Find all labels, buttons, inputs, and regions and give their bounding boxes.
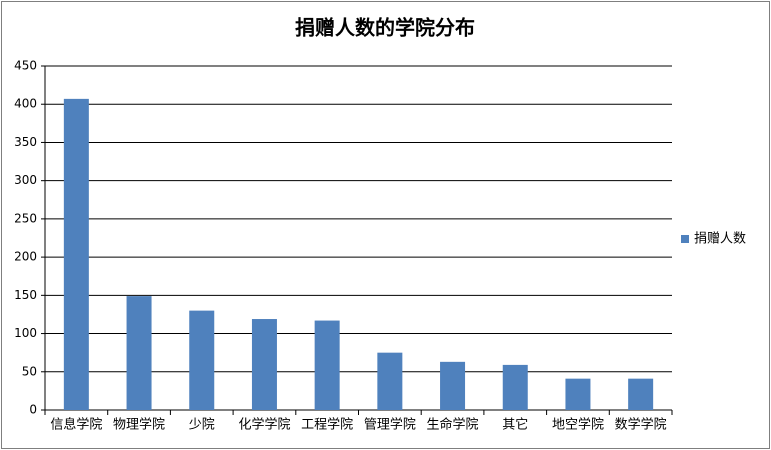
bar	[502, 364, 528, 410]
bar	[189, 310, 215, 410]
y-tick-label: 250	[14, 211, 37, 225]
bar	[63, 98, 89, 411]
y-tick-label: 200	[14, 250, 37, 264]
legend-label: 捐赠人数	[694, 232, 746, 247]
bar	[440, 361, 466, 410]
y-tick-label: 300	[14, 173, 37, 187]
bar	[377, 352, 403, 410]
legend-swatch	[681, 235, 689, 243]
x-tick-label: 其它	[502, 417, 528, 433]
x-tick-label: 管理学院	[364, 417, 416, 433]
chart-title: 捐赠人数的学院分布	[295, 16, 475, 40]
x-tick-label: 工程学院	[301, 417, 353, 433]
x-tick-label: 地空学院	[552, 417, 604, 433]
x-tick-label: 物理学院	[113, 417, 165, 433]
bar	[126, 296, 152, 410]
bar	[314, 320, 340, 410]
y-tick-label: 50	[22, 364, 37, 378]
x-tick-label: 生命学院	[427, 417, 479, 433]
y-tick-label: 0	[29, 403, 37, 417]
y-tick-label: 350	[14, 135, 37, 149]
y-tick-label: 450	[14, 59, 37, 73]
y-tick-label: 100	[14, 326, 37, 340]
y-tick-label: 150	[14, 288, 37, 302]
x-tick-label: 信息学院	[50, 417, 102, 433]
y-tick-label: 400	[14, 97, 37, 111]
x-tick-label: 数学学院	[615, 417, 667, 433]
x-tick-label: 化学学院	[238, 417, 290, 433]
bar	[565, 378, 591, 410]
x-tick-label: 少院	[189, 418, 215, 433]
bar	[251, 319, 277, 410]
bar	[628, 378, 654, 410]
